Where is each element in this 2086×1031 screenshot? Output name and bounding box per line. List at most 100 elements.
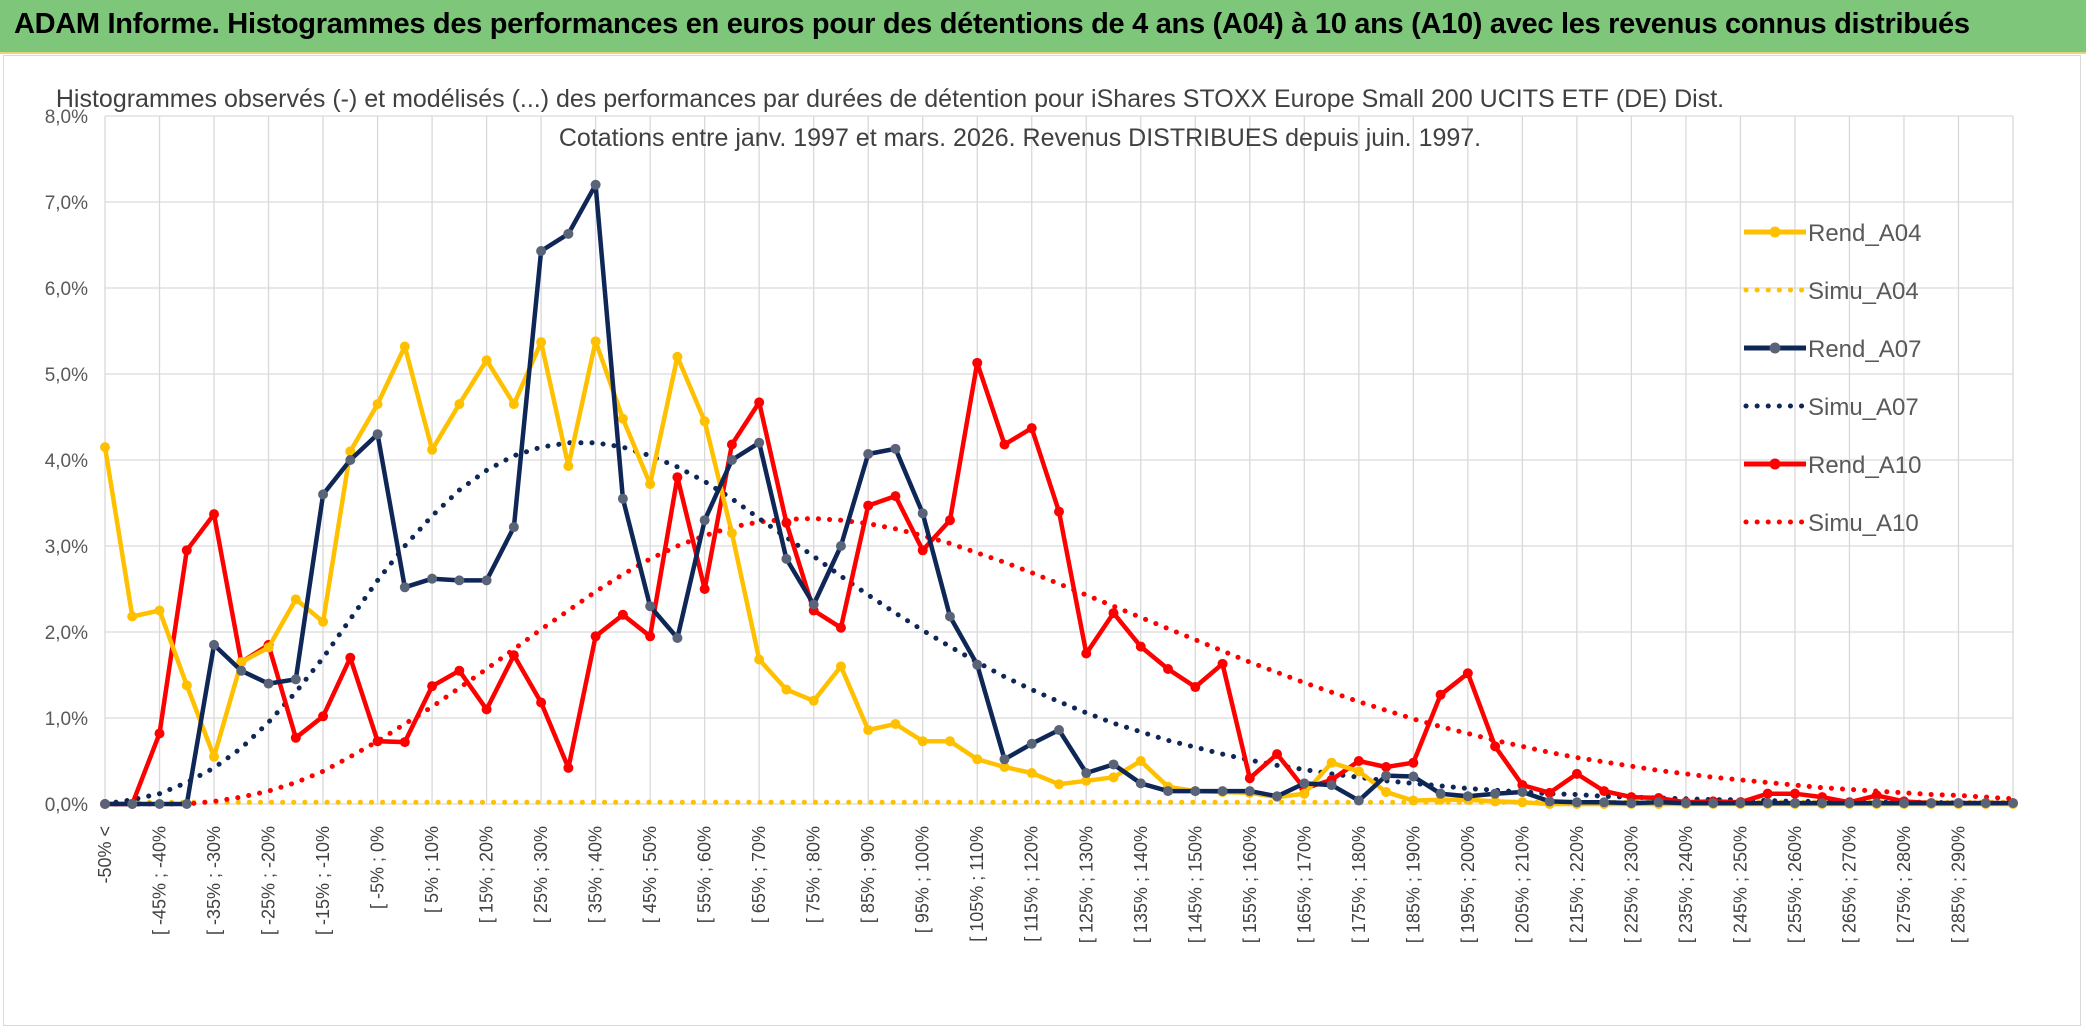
data-point [890,719,901,730]
x-tick-label: [ 65% ; 70% [749,826,769,923]
legend-label: Simu_A04 [1808,278,1919,305]
data-point [863,448,874,459]
data-point [481,704,492,715]
data-point [835,622,846,633]
x-axis-ticks: -50% < [ -45% ; -40% [ -35% ; -30% [ -25% ;… [95,826,1968,943]
y-tick-label: 8,0% [45,107,88,128]
data-point [209,751,220,762]
data-point [1926,798,1937,809]
data-point [781,517,792,528]
data-point [699,584,710,594]
data-point [1599,797,1610,808]
legend-marker [1769,342,1781,354]
data-point [1599,786,1610,797]
data-point [1680,798,1691,809]
x-tick-label: [ 115% ; 120% [1022,826,1042,942]
x-tick-label: [ 35% ; 40% [586,826,606,923]
legend: Rend_A04 Simu_A04 Rend_A07 Simu_A07 Rend_A10… [1743,220,1921,537]
x-tick-label: [ 225% ; 230% [1621,826,1641,943]
data-point [100,442,110,453]
data-point [999,439,1010,450]
data-point [645,479,656,490]
y-tick-label: 5,0% [45,365,88,386]
data-point [1435,689,1446,700]
x-tick-label: [ 245% ; 250% [1730,826,1750,943]
data-point [508,650,519,661]
data-point [781,684,792,695]
data-point [290,674,301,685]
x-tick-label: [ 85% ; 90% [858,826,878,923]
data-point [1789,798,1800,809]
data-point [181,799,192,809]
data-point [263,642,274,653]
data-point [100,799,110,809]
series-line [105,182,2013,807]
data-point [1408,757,1419,768]
data-point [645,601,656,612]
data-point [617,609,628,620]
data-point [536,697,547,708]
x-tick-label: [ 265% ; 270% [1839,826,1859,943]
data-point [672,472,683,483]
data-point [1135,778,1146,789]
data-point [1299,778,1310,789]
data-point [481,355,492,366]
legend-item-simu-a07: Simu_A07 [1743,394,1919,421]
data-point [290,732,301,743]
x-tick-label: [ 95% ; 100% [913,826,933,933]
y-tick-label: 0,0% [45,795,88,816]
data-point [1462,668,1473,679]
data-point [427,444,438,455]
data-point [1081,648,1092,659]
data-point [1735,798,1746,809]
data-point [1517,780,1528,791]
x-tick-label: [ -25% ; -20% [259,826,279,935]
data-point [454,399,465,410]
data-point [1490,796,1501,807]
series-line [102,440,2016,807]
data-point [726,455,737,465]
data-point [590,336,601,347]
data-point [481,575,492,586]
data-point [127,611,138,622]
legend-label: Rend_A10 [1808,452,1921,479]
data-point [209,639,220,650]
legend-item-rend-a04: Rend_A04 [1744,220,1921,247]
data-point [944,611,955,622]
series-rend-a07 [100,179,2018,809]
data-point [781,553,792,564]
data-point [972,659,983,670]
data-point [454,665,465,676]
data-point [1653,797,1664,808]
series-layer [100,179,2018,809]
data-point [1054,506,1064,517]
data-point [1817,798,1828,809]
data-point [590,179,601,190]
data-point [1871,790,1882,801]
x-tick-label: [ 105% ; 110% [967,826,987,942]
data-point [1081,775,1092,786]
data-point [1762,798,1773,809]
legend-item-rend-a10: Rend_A10 [1744,452,1921,479]
data-point [290,594,301,605]
x-tick-label: [ 45% ; 50% [640,826,660,923]
y-tick-label: 2,0% [45,623,88,644]
data-point [1108,772,1119,783]
data-point [1326,780,1337,791]
data-point [563,461,574,472]
data-point [1381,762,1392,773]
data-point [1026,768,1037,779]
data-point [154,605,165,616]
data-point [672,351,683,362]
data-point [1544,787,1555,798]
data-point [1708,798,1719,809]
data-point [699,416,710,427]
legend-label: Simu_A07 [1808,394,1919,421]
x-tick-label: [ 255% ; 260% [1785,826,1805,943]
data-point [399,737,410,748]
chart-title-line2: Cotations entre janv. 1997 et mars. 2026… [559,124,1481,152]
legend-item-simu-a04: Simu_A04 [1743,278,1919,305]
data-point [944,515,955,526]
data-point [754,654,765,665]
